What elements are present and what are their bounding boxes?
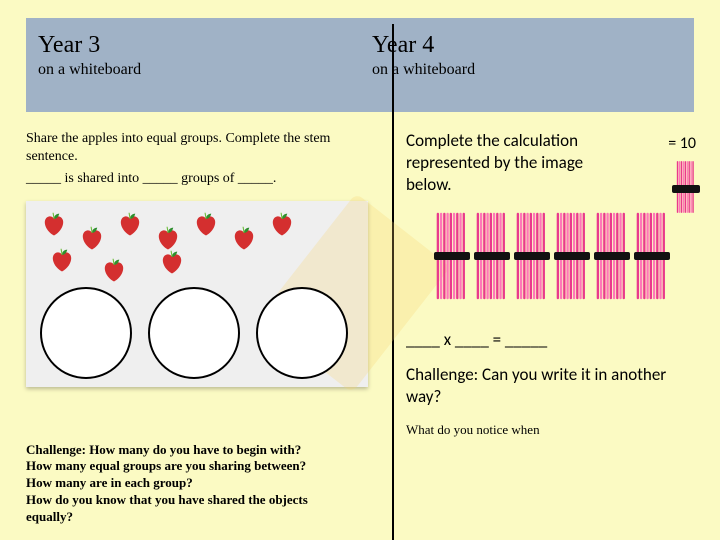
header-right: Year 4 on a whiteboard	[360, 18, 694, 112]
group-circle	[40, 287, 132, 379]
stick-bundle	[594, 205, 630, 307]
stick-bundle	[434, 205, 470, 307]
year4-sub: on a whiteboard	[372, 61, 682, 79]
year3-sub: on a whiteboard	[38, 61, 348, 79]
content-area: Share the apples into equal groups. Comp…	[26, 128, 694, 540]
year4-blank-expression: ____ x ____ = _____	[406, 329, 694, 350]
apple-icon	[100, 257, 128, 285]
year3-challenge: Challenge: How many do you have to begin…	[26, 442, 356, 526]
group-circle	[256, 287, 348, 379]
stick-bundle-sample	[672, 160, 700, 214]
equals-ten-label: = 10	[668, 134, 696, 153]
year3-title: Year 3	[38, 32, 348, 59]
challenge-line: Challenge: How many do you have to begin…	[26, 442, 356, 459]
year4-title: Year 4	[372, 32, 682, 59]
stick-bundle	[514, 205, 550, 307]
apple-icon	[158, 249, 186, 277]
apple-icon	[230, 225, 258, 253]
year4-challenge: Challenge: Can you write it in another w…	[406, 364, 694, 408]
apple-icon	[192, 211, 220, 239]
apple-icon	[48, 247, 76, 275]
year4-notice: What do you notice when	[406, 422, 694, 438]
stick-bundle	[554, 205, 590, 307]
group-circle	[148, 287, 240, 379]
year3-instruction: Share the apples into equal groups. Comp…	[26, 130, 374, 165]
header-left: Year 3 on a whiteboard	[26, 18, 360, 112]
apple-icon	[78, 225, 106, 253]
apple-icon	[40, 211, 68, 239]
apple-icon	[268, 211, 296, 239]
year4-column: Complete the calculation represented by …	[382, 128, 694, 540]
challenge-line: How many equal groups are you sharing be…	[26, 458, 356, 475]
stick-bundle	[634, 205, 670, 307]
stick-bundle	[474, 205, 510, 307]
challenge-line: How do you know that you have shared the…	[26, 492, 356, 526]
year3-stem-sentence: _____ is shared into _____ groups of ___…	[26, 171, 374, 187]
apples-workspace	[26, 201, 368, 387]
apple-icon	[116, 211, 144, 239]
challenge-line: How many are in each group?	[26, 475, 356, 492]
year4-instruction: Complete the calculation represented by …	[406, 130, 604, 195]
header-bar: Year 3 on a whiteboard Year 4 on a white…	[26, 18, 694, 112]
year3-column: Share the apples into equal groups. Comp…	[26, 128, 382, 540]
stick-bundle-row	[434, 205, 672, 313]
